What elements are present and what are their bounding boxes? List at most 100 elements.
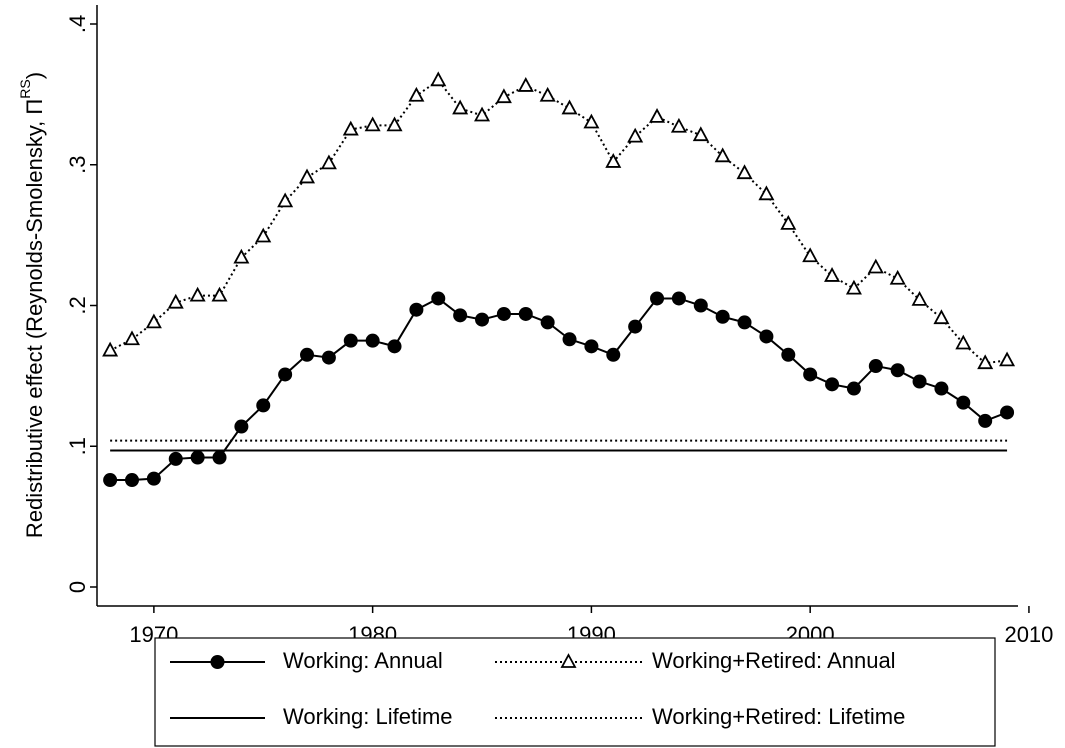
point (868, 359, 883, 374)
point (584, 339, 599, 354)
point (387, 339, 402, 354)
point (999, 351, 1016, 367)
point (365, 333, 380, 348)
point (781, 347, 796, 362)
point (277, 192, 294, 208)
point (889, 269, 906, 285)
point (670, 117, 687, 133)
point (495, 88, 512, 104)
point (977, 354, 994, 370)
y-tick-label: .3 (65, 156, 90, 174)
legend-marker (560, 653, 577, 668)
point (430, 71, 447, 87)
legend-label: Working: Annual (283, 648, 443, 673)
point (824, 267, 841, 282)
point (518, 306, 533, 321)
legend-label: Working+Retired: Lifetime (652, 704, 905, 729)
point (234, 419, 249, 434)
y-tick-label: .2 (65, 296, 90, 314)
legend: Working: Annual Working+Retired: Annual Wo… (154, 637, 996, 747)
point (190, 450, 205, 465)
y-label-close: ) (22, 72, 47, 79)
point (649, 108, 666, 123)
point (212, 450, 227, 465)
point (123, 330, 141, 346)
point (846, 381, 861, 396)
point (606, 347, 621, 362)
point (933, 309, 950, 325)
point (583, 113, 600, 129)
point (956, 395, 971, 410)
point (759, 329, 774, 344)
point (517, 77, 534, 92)
series-line (109, 78, 1008, 365)
y-tick-label: 0 (65, 581, 90, 593)
y-label-superscript: RS (17, 79, 33, 98)
point (780, 214, 797, 230)
point (802, 247, 819, 263)
point (408, 86, 425, 102)
point (955, 334, 972, 350)
point (825, 377, 840, 392)
point (299, 168, 316, 184)
point (671, 291, 686, 306)
point (233, 248, 250, 264)
point (189, 286, 206, 302)
y-axis-label: Redistributive effect (Reynolds-Smolensk… (17, 72, 47, 538)
point (803, 367, 818, 382)
point (890, 363, 905, 378)
point (912, 374, 927, 389)
point (431, 291, 446, 306)
point (650, 291, 665, 306)
point (300, 347, 315, 362)
point (103, 473, 118, 488)
legend-marker (210, 655, 225, 669)
y-tick-label: .4 (65, 15, 90, 33)
point (409, 302, 424, 317)
point (342, 120, 359, 136)
point (364, 116, 381, 132)
y-label-main: Redistributive effect (Reynolds-Smolensk… (22, 99, 47, 538)
point (911, 290, 928, 306)
point (715, 309, 730, 324)
point (627, 127, 644, 143)
point (562, 332, 577, 347)
point (452, 99, 469, 115)
point (605, 153, 622, 168)
point (736, 164, 753, 180)
point (474, 106, 491, 122)
point (255, 227, 272, 243)
series-line (110, 297, 1008, 482)
point (692, 126, 709, 142)
y-tick-label: .1 (65, 437, 90, 455)
point (628, 319, 643, 334)
point (561, 99, 578, 115)
point (278, 367, 293, 382)
point (321, 350, 336, 365)
point (934, 381, 949, 396)
point (714, 147, 731, 163)
point (867, 258, 884, 274)
point (845, 279, 862, 295)
x-tick-label: 2010 (1004, 622, 1053, 647)
point (211, 286, 228, 302)
point (167, 293, 184, 309)
point (145, 313, 162, 329)
point (256, 398, 271, 413)
point (475, 312, 490, 327)
point (386, 116, 403, 132)
point (758, 185, 775, 201)
point (453, 308, 468, 323)
point (539, 86, 556, 102)
point (540, 315, 555, 330)
point (343, 333, 358, 348)
point (320, 154, 337, 170)
point (102, 341, 119, 357)
legend-label: Working+Retired: Annual (652, 648, 896, 673)
point (146, 471, 161, 486)
point (693, 298, 708, 313)
point (168, 451, 183, 466)
point (978, 413, 993, 428)
point (125, 473, 140, 488)
